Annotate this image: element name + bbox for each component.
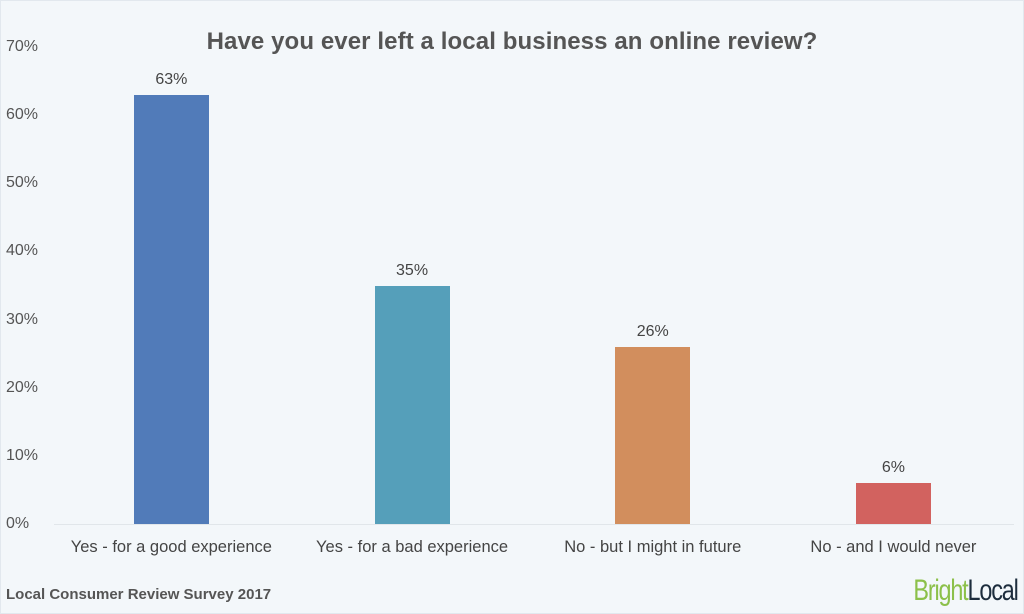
y-tick-label: 20% <box>6 378 39 396</box>
source-caption: Local Consumer Review Survey 2017 <box>6 586 272 603</box>
y-tick-label: 10% <box>6 446 39 464</box>
x-category-label: Yes - for a good experience <box>70 538 272 556</box>
y-tick-label: 60% <box>6 106 39 124</box>
logo-part-bright: Bright <box>913 574 969 607</box>
y-tick-label: 30% <box>6 310 39 328</box>
x-category-label: No - but I might in future <box>564 538 742 556</box>
y-tick-label: 0% <box>6 515 30 532</box>
logo-part-local: Local <box>967 574 1019 607</box>
brightlocal-logo: BrightLocal <box>913 574 1019 608</box>
bar <box>855 483 931 524</box>
y-tick-label: 70% <box>6 38 39 55</box>
bar-value-label: 6% <box>881 459 905 477</box>
x-category-label: Yes - for a bad experience <box>316 538 509 556</box>
y-tick-label: 50% <box>6 174 39 192</box>
chart-title: Have you ever left a local business an o… <box>206 28 818 55</box>
x-category-label: No - and I would never <box>810 538 977 556</box>
x-axis-baseline <box>54 524 1014 525</box>
bar <box>615 346 691 524</box>
bar <box>133 94 209 524</box>
bar-value-label: 35% <box>396 261 429 279</box>
bar-value-label: 26% <box>636 322 669 340</box>
bar-value-label: 63% <box>155 70 188 88</box>
y-tick-label: 40% <box>6 242 39 260</box>
bar <box>374 285 450 524</box>
